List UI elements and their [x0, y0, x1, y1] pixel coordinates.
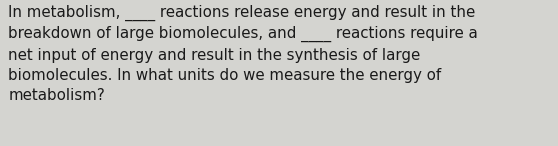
Text: In metabolism, ____ reactions release energy and result in the
breakdown of larg: In metabolism, ____ reactions release en… — [8, 4, 478, 103]
